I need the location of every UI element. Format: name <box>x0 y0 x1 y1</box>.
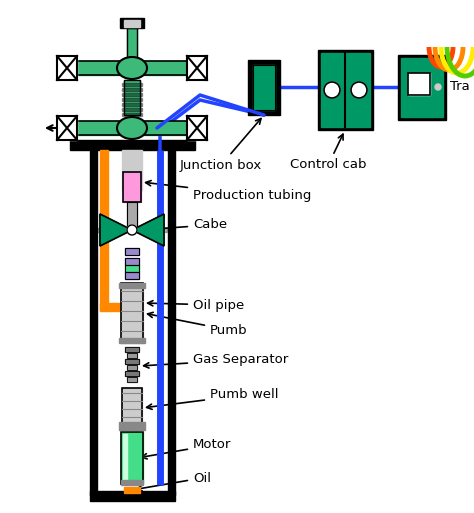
Bar <box>122 108 142 111</box>
Bar <box>119 338 145 343</box>
Bar <box>124 487 140 493</box>
Bar <box>125 248 139 255</box>
Bar <box>253 65 275 110</box>
Bar <box>57 116 77 140</box>
Bar <box>100 303 122 311</box>
Bar <box>127 202 137 227</box>
Text: Oil: Oil <box>137 471 211 491</box>
Bar <box>125 371 139 376</box>
Text: Junction box: Junction box <box>180 119 262 171</box>
Circle shape <box>127 225 137 235</box>
Bar <box>122 103 142 106</box>
Bar <box>127 365 137 370</box>
Polygon shape <box>100 214 132 246</box>
Bar <box>122 98 142 101</box>
Circle shape <box>351 82 367 98</box>
Bar <box>187 116 207 140</box>
Bar <box>127 28 137 73</box>
Text: Cabe: Cabe <box>145 219 227 232</box>
Bar <box>125 258 139 265</box>
Bar <box>122 388 142 428</box>
Bar <box>90 148 97 495</box>
Bar <box>168 148 175 495</box>
Bar <box>248 60 280 115</box>
Circle shape <box>435 84 441 90</box>
Circle shape <box>324 82 340 98</box>
Text: Control cab: Control cab <box>290 134 366 171</box>
Bar <box>120 18 144 28</box>
Bar <box>97 228 167 232</box>
Bar <box>401 58 443 117</box>
Bar <box>408 73 430 95</box>
Bar <box>121 283 143 343</box>
Bar <box>119 283 145 288</box>
Bar <box>187 116 207 140</box>
Bar <box>187 56 207 80</box>
Bar <box>122 83 142 86</box>
Bar <box>187 56 207 80</box>
Bar <box>125 265 139 272</box>
Bar <box>125 272 139 279</box>
Bar <box>127 353 137 358</box>
Text: Pumb well: Pumb well <box>146 388 279 409</box>
Text: Motor: Motor <box>142 439 231 459</box>
Bar <box>124 20 140 27</box>
Bar <box>127 377 137 382</box>
Bar <box>125 258 139 265</box>
Bar <box>122 113 142 116</box>
Bar <box>90 491 175 501</box>
Text: Tra: Tra <box>450 81 470 93</box>
Bar <box>398 55 446 120</box>
Bar <box>123 172 141 202</box>
Bar <box>57 56 77 80</box>
Text: Pumb: Pumb <box>147 312 247 337</box>
Bar <box>125 272 139 279</box>
Ellipse shape <box>117 117 147 139</box>
Text: Gas Separator: Gas Separator <box>144 353 288 368</box>
Bar <box>127 353 137 358</box>
Bar <box>70 140 195 150</box>
Text: Production tubing: Production tubing <box>146 181 311 202</box>
Polygon shape <box>132 214 164 246</box>
Bar <box>125 359 139 364</box>
Bar <box>62 121 202 135</box>
Bar <box>127 28 137 73</box>
Bar <box>318 50 373 130</box>
Bar <box>125 347 139 352</box>
Bar <box>125 248 139 255</box>
Bar <box>123 434 127 482</box>
Bar <box>408 73 430 95</box>
Bar <box>123 172 141 202</box>
Bar <box>127 377 137 382</box>
Text: Oil pipe: Oil pipe <box>147 299 244 311</box>
Bar <box>121 480 143 485</box>
Bar <box>127 365 137 370</box>
Bar <box>125 359 139 364</box>
Bar <box>124 80 140 115</box>
Bar <box>57 116 77 140</box>
Bar <box>125 265 139 272</box>
Bar <box>127 202 137 227</box>
Bar <box>125 371 139 376</box>
Bar <box>121 283 143 343</box>
Bar <box>119 422 145 430</box>
Bar <box>122 93 142 96</box>
Bar <box>57 56 77 80</box>
Bar <box>62 61 202 75</box>
Bar <box>62 121 202 135</box>
Bar <box>122 388 142 428</box>
Bar <box>125 347 139 352</box>
Bar <box>121 432 143 484</box>
Bar <box>321 53 370 127</box>
Bar <box>62 61 202 75</box>
Bar <box>122 150 142 190</box>
Bar <box>100 150 108 310</box>
Ellipse shape <box>117 57 147 79</box>
Bar <box>124 80 140 115</box>
Bar <box>253 65 275 110</box>
Bar <box>122 88 142 91</box>
Bar <box>121 432 143 484</box>
